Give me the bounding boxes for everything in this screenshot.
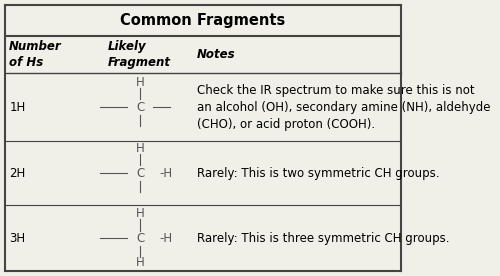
Text: H: H xyxy=(136,256,144,269)
Text: 2H: 2H xyxy=(10,166,26,179)
Text: 3H: 3H xyxy=(10,232,26,245)
Text: H: H xyxy=(136,142,144,155)
Text: H: H xyxy=(136,76,144,89)
Text: C: C xyxy=(136,101,144,114)
Text: -H: -H xyxy=(160,166,172,179)
Text: C: C xyxy=(136,232,144,245)
Text: H: H xyxy=(136,207,144,220)
Text: Rarely: This is two symmetric CH groups.: Rarely: This is two symmetric CH groups. xyxy=(198,166,440,179)
Text: Number
of Hs: Number of Hs xyxy=(9,40,62,70)
Text: Notes: Notes xyxy=(196,48,235,62)
Text: Check the IR spectrum to make sure this is not
an alcohol (OH), secondary amine : Check the IR spectrum to make sure this … xyxy=(198,84,491,131)
Text: 1H: 1H xyxy=(10,101,26,114)
Text: C: C xyxy=(136,166,144,179)
Text: Likely
Fragment: Likely Fragment xyxy=(108,40,170,70)
Text: Common Fragments: Common Fragments xyxy=(120,13,286,28)
Text: Rarely: This is three symmetric CH groups.: Rarely: This is three symmetric CH group… xyxy=(198,232,450,245)
Text: -H: -H xyxy=(160,232,172,245)
